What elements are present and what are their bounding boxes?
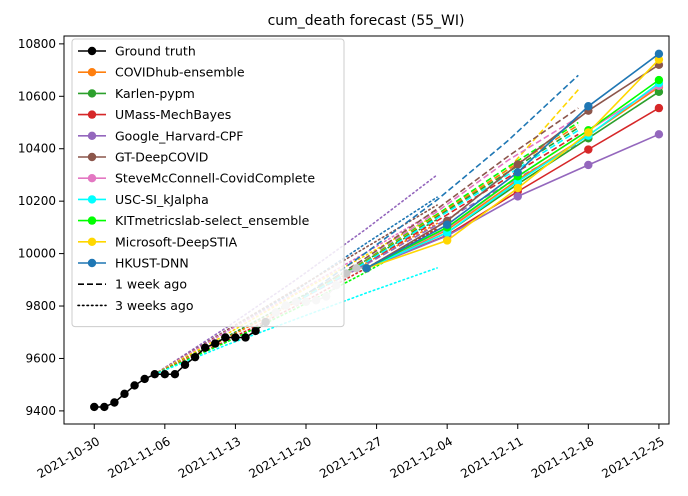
legend-label: Ground truth <box>115 44 196 59</box>
ground-truth-point <box>160 369 170 379</box>
ground-truth-point <box>231 333 240 342</box>
legend-label: USC-SI_kJalpha <box>115 192 209 207</box>
forecast-point <box>442 220 452 229</box>
forecast-point <box>654 49 664 59</box>
forecast-point <box>654 55 664 64</box>
legend-label: 1 week ago <box>115 277 187 292</box>
legend-label: Karlen-pypm <box>115 86 195 101</box>
x-tick-label: 2021-11-06 <box>105 434 172 481</box>
forecast-point <box>654 87 664 97</box>
ground-truth-recent-point <box>352 264 361 273</box>
plot-frame <box>63 35 670 425</box>
x-tick-label: 2021-12-04 <box>388 434 455 481</box>
x-tick-label: 2021-11-13 <box>176 434 243 481</box>
legend-marker <box>87 237 97 246</box>
y-tick-label: 9600 <box>25 351 56 365</box>
forecast-point <box>584 128 593 137</box>
x-tick-label: 2021-12-11 <box>458 434 525 481</box>
forecast-point <box>513 160 522 169</box>
ground-truth-point <box>241 333 250 342</box>
forecast-point <box>654 75 664 85</box>
forecast-point <box>362 264 371 273</box>
forecast-3-weeks-ago-line <box>154 174 438 376</box>
legend-label: Microsoft-DeepSTIA <box>115 234 238 249</box>
ground-truth-point <box>251 326 260 336</box>
forecast-point <box>584 102 593 111</box>
legend-marker <box>87 258 97 268</box>
legend-label: UMass-MechBayes <box>115 107 231 122</box>
ground-truth-point <box>150 369 159 379</box>
ground-truth-point <box>110 398 119 407</box>
ground-truth-point <box>211 339 220 348</box>
legend-marker <box>87 110 97 119</box>
ground-truth-point <box>100 402 109 412</box>
legend-marker <box>87 89 97 98</box>
x-tick-label: 2021-11-27 <box>317 434 384 481</box>
forecast-3-weeks-ago-line <box>154 267 438 376</box>
y-tick-label: 10600 <box>18 89 56 103</box>
chart-title: cum_death forecast (55_WI) <box>268 13 465 29</box>
legend-label: KITmetricslab-select_ensemble <box>115 213 310 228</box>
y-tick-label: 10400 <box>18 142 56 156</box>
legend-marker <box>87 174 97 183</box>
legend-marker <box>87 195 97 204</box>
ground-truth-point <box>180 360 190 369</box>
y-tick-label: 9800 <box>25 299 56 313</box>
forecast-point <box>654 130 664 139</box>
forecast-point <box>654 103 664 113</box>
ground-truth-point <box>190 352 200 362</box>
legend-marker <box>87 68 97 77</box>
legend-label: GT-DeepCOVID <box>115 150 208 165</box>
forecast-1-week-ago-line <box>295 133 579 303</box>
forecast-point <box>513 168 522 177</box>
legend-box <box>71 38 345 328</box>
ground-truth-point <box>170 369 180 379</box>
legend-label: 3 weeks ago <box>115 298 194 313</box>
legend-label: SteveMcConnell-CovidComplete <box>115 171 315 186</box>
forecast-point <box>513 183 522 193</box>
x-tick-label: 2021-12-18 <box>529 434 596 481</box>
forecast-point <box>584 160 593 170</box>
forecast-point <box>513 192 522 201</box>
y-tick-label: 10800 <box>18 37 56 51</box>
legend-marker <box>87 216 97 225</box>
forecast-point <box>584 145 593 154</box>
x-tick-label: 2021-11-20 <box>246 434 313 481</box>
x-tick-label: 2021-10-30 <box>35 434 102 481</box>
ground-truth-point <box>130 381 139 390</box>
y-tick-label: 9400 <box>25 404 56 418</box>
ground-truth-point <box>200 343 210 352</box>
y-tick-label: 10200 <box>18 194 56 208</box>
legend-marker <box>87 152 97 162</box>
x-tick-label: 2021-12-25 <box>599 434 666 481</box>
legend-label: Google_Harvard-CPF <box>115 128 243 143</box>
legend-marker <box>87 46 97 56</box>
y-tick-label: 10000 <box>18 247 56 261</box>
ground-truth-point <box>120 389 129 399</box>
ground-truth-point <box>140 374 149 384</box>
legend-label: COVIDhub-ensemble <box>115 65 245 80</box>
legend-marker <box>87 131 97 140</box>
legend-label: HKUST-DNN <box>115 256 189 271</box>
forecast-point <box>442 236 452 245</box>
ground-truth-point <box>221 333 230 342</box>
ground-truth-point <box>90 402 99 412</box>
